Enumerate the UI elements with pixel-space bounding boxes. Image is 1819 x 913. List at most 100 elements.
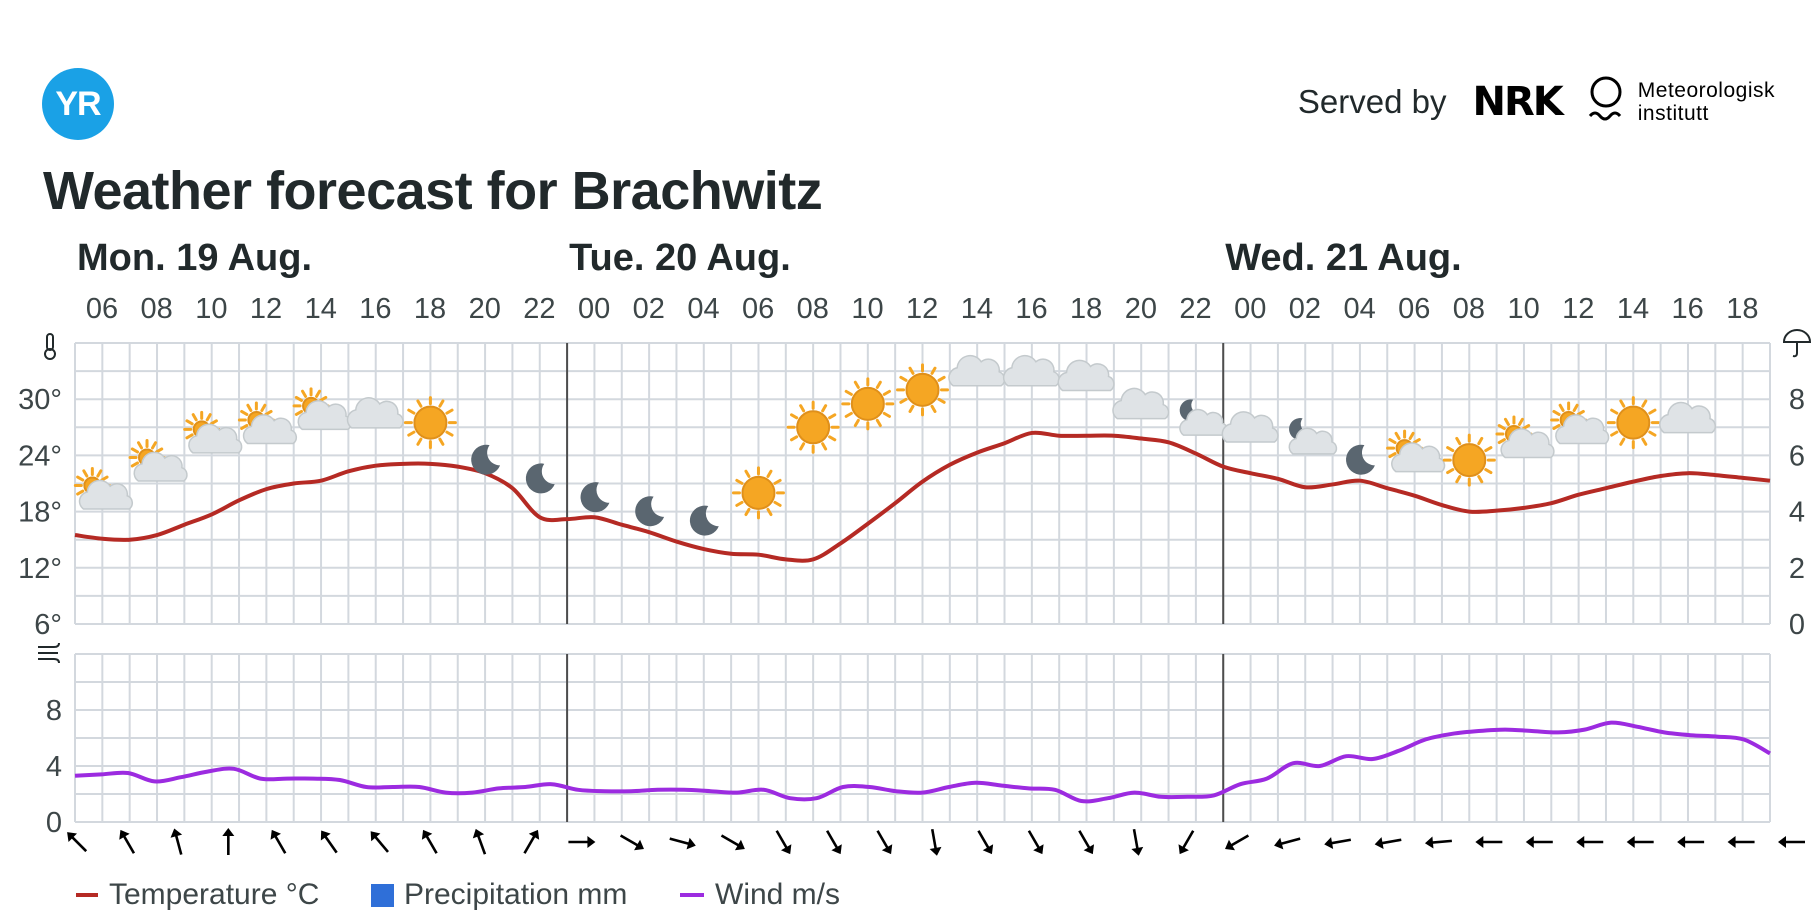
wind-direction-arrow <box>1424 836 1452 849</box>
clear-night-icon <box>471 444 501 475</box>
precipitation-axis-label: 6 <box>1789 440 1805 472</box>
hour-tick-label: 22 <box>1179 293 1211 325</box>
wind-direction-arrow <box>222 828 235 855</box>
clear-night-icon <box>1346 444 1375 475</box>
yr-logo-text: YR <box>55 84 101 123</box>
wind-direction-arrow <box>929 828 942 856</box>
hour-tick-label: 08 <box>797 293 829 325</box>
legend: Temperature °C Precipitation mm Wind m/s <box>76 878 840 911</box>
wind-axis-label: 8 <box>46 695 62 727</box>
legend-wind-label: Wind m/s <box>715 878 840 911</box>
temperature-grid <box>74 342 1771 625</box>
page-title: Weather forecast for Brachwitz <box>43 161 823 221</box>
wind-direction-arrow <box>67 832 88 853</box>
met-name: Meteorologisk institutt <box>1638 79 1775 125</box>
served-by-block: Served by NRK Meteorologisk institutt <box>1298 76 1775 128</box>
yr-logo[interactable]: YR <box>42 68 114 140</box>
day-labels: Mon. 19 Aug. Tue. 20 Aug. Wed. 21 Aug. <box>77 237 1462 279</box>
partly-cloudy-day-icon <box>1386 429 1446 473</box>
temperature-axis-label: 30° <box>18 384 62 416</box>
wind-direction-arrow <box>523 829 540 854</box>
hour-tick-label: 14 <box>1617 293 1649 325</box>
wind-direction-arrow <box>270 829 287 854</box>
hour-tick-label: 08 <box>1453 293 1485 325</box>
temperature-axis-label: 24° <box>18 440 62 472</box>
wind-direction-arrow <box>1178 830 1195 855</box>
wind-direction-arrow <box>1274 837 1301 850</box>
clear-day-icon <box>896 363 949 417</box>
hour-tick-label: 12 <box>906 293 938 325</box>
wind-axis-label: 0 <box>46 807 62 839</box>
wind-direction-arrow <box>1677 836 1705 848</box>
umbrella-icon <box>1782 329 1812 358</box>
hour-labels: 06 08 10 12 14 16 18 20 22 00 02 04 06 08 10 12 14 16 18 20… <box>86 293 1759 325</box>
clear-day-icon <box>731 466 785 520</box>
temperature-axis-label: 12° <box>18 553 62 585</box>
clear-day-icon <box>841 377 895 431</box>
wind-direction-arrow <box>775 830 792 855</box>
temperature-line <box>74 430 1771 563</box>
hour-tick-label: 20 <box>1125 293 1157 325</box>
wind-direction-arrow <box>1324 837 1352 849</box>
met-circle-icon <box>1588 76 1622 121</box>
wind-direction-arrow <box>1475 836 1503 848</box>
met-logo[interactable]: Meteorologisk institutt <box>1588 76 1775 128</box>
hour-tick-label: 16 <box>1672 293 1704 325</box>
partly-cloudy-night-icon <box>1288 418 1338 455</box>
day-label: Mon. 19 Aug. <box>77 237 312 279</box>
temperature-axis-label: 6° <box>34 609 62 641</box>
partly-cloudy-day-icon <box>73 467 133 510</box>
cloudy-icon <box>1002 354 1060 387</box>
hour-tick-label: 06 <box>742 293 774 325</box>
hour-tick-label: 12 <box>1562 293 1594 325</box>
hour-tick-label: 20 <box>469 293 501 325</box>
wind-direction-arrow <box>170 828 183 855</box>
partly-cloudy-day-icon <box>292 387 352 431</box>
cloudy-icon <box>948 354 1006 387</box>
wind-direction-arrow <box>421 829 438 854</box>
wind-direction-arrow <box>119 829 136 854</box>
nrk-logo[interactable]: NRK <box>1472 79 1563 125</box>
clear-night-icon <box>689 505 719 536</box>
wind-line <box>74 720 1771 804</box>
partly-cloudy-day-icon <box>1495 415 1555 459</box>
legend-precipitation-swatch <box>371 884 394 907</box>
wind-direction-arrow <box>1225 834 1250 851</box>
day-label: Wed. 21 Aug. <box>1225 237 1461 279</box>
wind-direction-arrow <box>1027 830 1044 855</box>
clear-day-icon <box>786 400 840 454</box>
precipitation-axis-label: 2 <box>1789 553 1805 585</box>
hour-tick-label: 02 <box>633 293 665 325</box>
wind-direction-arrow <box>370 831 389 853</box>
temperature-axis-label: 18° <box>18 497 62 529</box>
wind-direction-arrow <box>977 830 994 855</box>
clear-day-icon <box>403 396 457 450</box>
hour-tick-label: 04 <box>687 293 719 325</box>
hour-tick-label: 14 <box>961 293 993 325</box>
wind-direction-arrow <box>876 830 893 855</box>
wind-axis-label: 4 <box>46 751 62 783</box>
hour-tick-label: 18 <box>414 293 446 325</box>
clear-day-icon <box>1442 433 1496 487</box>
met-name-line2: institutt <box>1637 102 1709 125</box>
partly-cloudy-day-icon <box>1550 401 1610 445</box>
hour-tick-label: 02 <box>1289 293 1321 325</box>
wind-direction-arrow <box>1626 836 1654 848</box>
precipitation-axis-label: 0 <box>1789 609 1805 641</box>
wind-direction-arrow <box>320 830 338 854</box>
hour-tick-label: 00 <box>1234 293 1266 325</box>
hour-tick-label: 12 <box>250 293 282 325</box>
partly-cloudy-night-icon <box>1179 399 1228 436</box>
clear-day-icon <box>1606 396 1660 450</box>
legend-temperature-label: Temperature °C <box>109 878 319 911</box>
wind-direction-arrow <box>1078 830 1095 855</box>
clear-night-icon <box>635 496 665 527</box>
hour-tick-label: 14 <box>305 293 337 325</box>
cloudy-icon <box>346 397 404 429</box>
wind-direction-arrow <box>1374 837 1402 849</box>
partly-cloudy-day-icon <box>237 401 297 445</box>
hour-tick-label: 10 <box>851 293 883 325</box>
precipitation-axis-label: 4 <box>1789 497 1805 529</box>
hour-tick-label: 16 <box>1015 293 1047 325</box>
wind-direction-arrow <box>825 830 842 855</box>
